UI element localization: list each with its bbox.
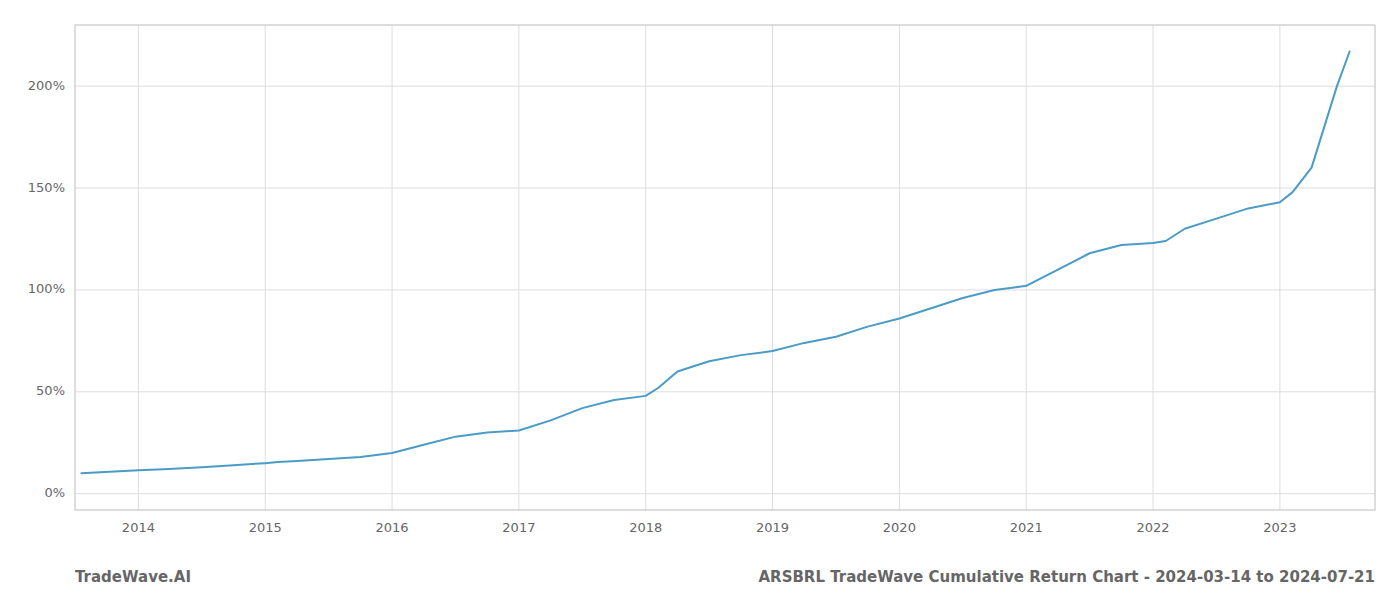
x-grid-line: [899, 25, 900, 510]
y-tick-label: 200%: [28, 78, 65, 93]
watermark: TradeWave.AI: [75, 568, 191, 586]
y-tick-label: 150%: [28, 180, 65, 195]
x-tick-label: 2016: [376, 520, 409, 535]
x-tick-label: 2018: [629, 520, 662, 535]
x-grid-line: [645, 25, 646, 510]
x-tick-label: 2014: [122, 520, 155, 535]
texts: TradeWave.AI ARSBRL TradeWave Cumulative …: [75, 568, 1375, 586]
x-grid-line: [265, 25, 266, 510]
chart-svg: 0% 50% 100% 150% 200% 2014 2015 2016 2017 2018 201…: [0, 0, 1400, 600]
plot-frame: [75, 25, 1375, 510]
x-grid-line: [1153, 25, 1154, 510]
y-grid-line: [75, 289, 1375, 290]
y-tick-label: 50%: [36, 383, 65, 398]
x-grid-line: [1026, 25, 1027, 510]
x-tick-label: 2020: [883, 520, 916, 535]
y-tick-label: 100%: [28, 281, 65, 296]
x-grid-line: [1279, 25, 1280, 510]
background: [0, 0, 1400, 600]
x-grid-line: [518, 25, 519, 510]
x-grid-line: [772, 25, 773, 510]
grid: [75, 25, 1375, 510]
x-tick-label: 2019: [756, 520, 789, 535]
data-line: [81, 51, 1349, 473]
x-grid-line: [392, 25, 393, 510]
title: ARSBRL TradeWave Cumulative Return Chart…: [758, 568, 1375, 586]
y-grid-line: [75, 188, 1375, 189]
x-tick-label: 2017: [502, 520, 535, 535]
x-grid-line: [138, 25, 139, 510]
page: {"chart_data": { "type": "line", "title"…: [0, 0, 1400, 600]
chart-container: 0% 50% 100% 150% 200% 2014 2015 2016 2017 2018 201…: [0, 0, 1400, 600]
x-tick-label: 2015: [249, 520, 282, 535]
y-tick-label: 0%: [44, 485, 65, 500]
x-tick-label: 2023: [1263, 520, 1296, 535]
x-tick-label: 2021: [1010, 520, 1043, 535]
y-grid-line: [75, 493, 1375, 494]
data-group: [81, 51, 1349, 473]
x-tick-label: 2022: [1137, 520, 1170, 535]
y-grid-line: [75, 86, 1375, 87]
y-grid-line: [75, 391, 1375, 392]
axes: 0% 50% 100% 150% 200% 2014 2015 2016 2017 2018 201…: [28, 25, 1375, 535]
